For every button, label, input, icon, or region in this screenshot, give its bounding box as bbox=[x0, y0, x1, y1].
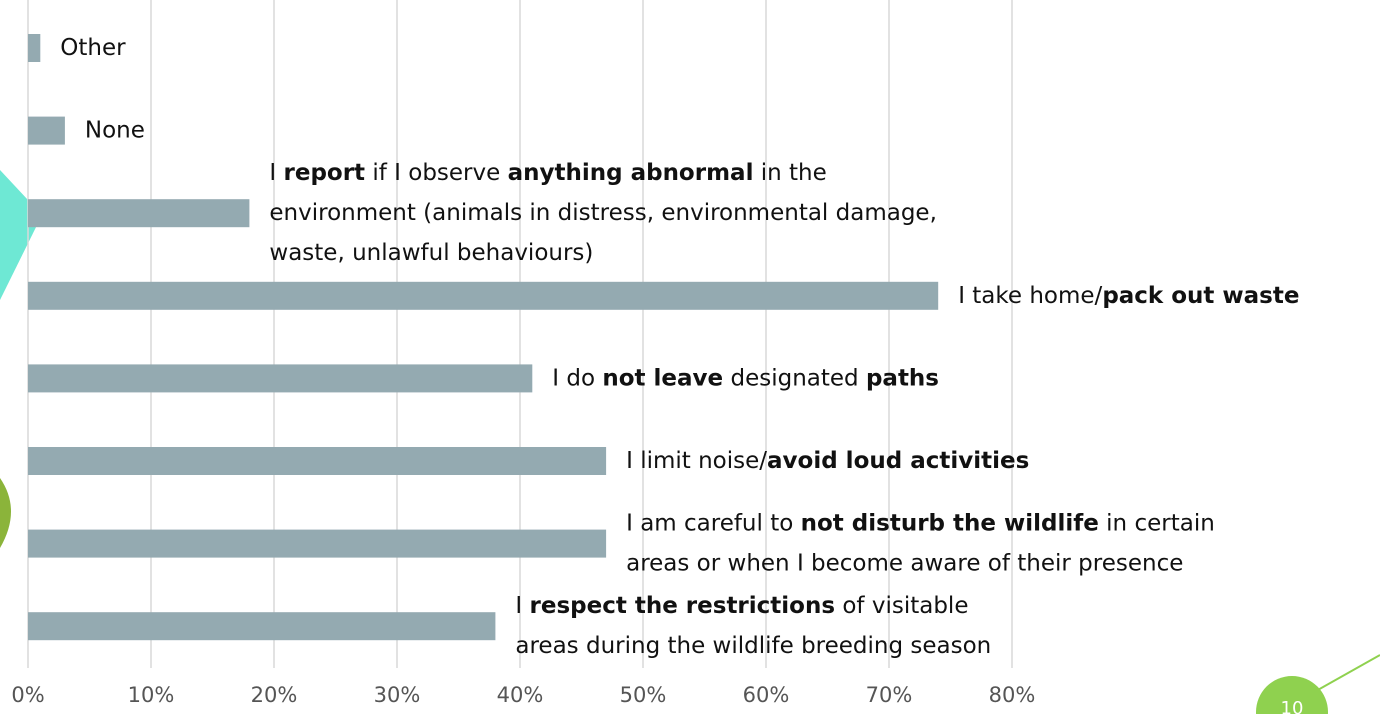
x-tick-label: 80% bbox=[989, 683, 1036, 707]
label-segment: of visitable bbox=[835, 593, 968, 619]
bar bbox=[28, 281, 939, 310]
category-label: I respect the restrictions of visitable bbox=[515, 593, 968, 619]
category-label: I am careful to not disturb the wildlife… bbox=[626, 510, 1215, 536]
category-label: waste, unlawful behaviours) bbox=[269, 240, 593, 266]
label-segment: paths bbox=[866, 365, 939, 391]
label-segment: pack out waste bbox=[1102, 282, 1299, 308]
label-segment: I limit noise/ bbox=[626, 448, 767, 474]
x-tick-label: 10% bbox=[128, 683, 175, 707]
x-tick-label: 50% bbox=[620, 683, 667, 707]
label-segment: Other bbox=[60, 35, 126, 61]
bar bbox=[28, 612, 496, 641]
category-label: Other bbox=[60, 35, 126, 61]
label-segment: I do bbox=[552, 365, 602, 391]
slide-number-badge bbox=[1256, 676, 1328, 714]
decor-triangle bbox=[0, 170, 42, 300]
label-segment: areas or when I become aware of their pr… bbox=[626, 550, 1183, 576]
x-tick-label: 0% bbox=[11, 683, 44, 707]
category-label: areas or when I become aware of their pr… bbox=[626, 550, 1183, 576]
category-label: I take home/pack out waste bbox=[958, 282, 1299, 308]
bar bbox=[28, 34, 41, 62]
bars bbox=[28, 34, 939, 641]
label-segment: if I observe bbox=[365, 160, 508, 186]
bar bbox=[28, 364, 533, 393]
label-segment: in certain bbox=[1099, 510, 1215, 536]
label-segment: respect the restrictions bbox=[530, 593, 836, 619]
label-segment: environment (animals in distress, enviro… bbox=[269, 200, 937, 226]
decor-arc bbox=[0, 478, 11, 548]
bar bbox=[28, 447, 607, 475]
label-segment: areas during the wildlife breeding seaso… bbox=[515, 633, 991, 659]
label-segment: waste, unlawful behaviours) bbox=[269, 240, 593, 266]
x-tick-label: 40% bbox=[497, 683, 544, 707]
label-segment: designated bbox=[723, 365, 866, 391]
label-segment: not disturb the wildlife bbox=[801, 510, 1099, 536]
label-segment: avoid loud activities bbox=[767, 448, 1029, 474]
category-label: I do not leave designated paths bbox=[552, 365, 939, 391]
label-segment: anything abnormal bbox=[508, 160, 754, 186]
label-segment: I bbox=[515, 593, 529, 619]
category-label: None bbox=[85, 117, 145, 143]
bar bbox=[28, 116, 65, 145]
label-segment: I take home/ bbox=[958, 282, 1102, 308]
category-label: I report if I observe anything abnormal … bbox=[269, 160, 826, 186]
x-tick-label: 30% bbox=[374, 683, 421, 707]
label-segment: I am careful to bbox=[626, 510, 801, 536]
label-segment: in the bbox=[753, 160, 826, 186]
x-tick-label: 70% bbox=[866, 683, 913, 707]
x-tick-label: 60% bbox=[743, 683, 790, 707]
label-segment: None bbox=[85, 117, 145, 143]
category-label: areas during the wildlife breeding seaso… bbox=[515, 633, 991, 659]
category-label: I limit noise/avoid loud activities bbox=[626, 448, 1029, 474]
x-tick-label: 20% bbox=[251, 683, 298, 707]
slide-number: 10 bbox=[1281, 698, 1304, 714]
label-segment: report bbox=[284, 160, 366, 186]
category-label: environment (animals in distress, enviro… bbox=[269, 200, 937, 226]
bar bbox=[28, 199, 250, 228]
bar bbox=[28, 529, 607, 558]
label-segment: I bbox=[269, 160, 283, 186]
label-segment: not leave bbox=[602, 365, 723, 391]
